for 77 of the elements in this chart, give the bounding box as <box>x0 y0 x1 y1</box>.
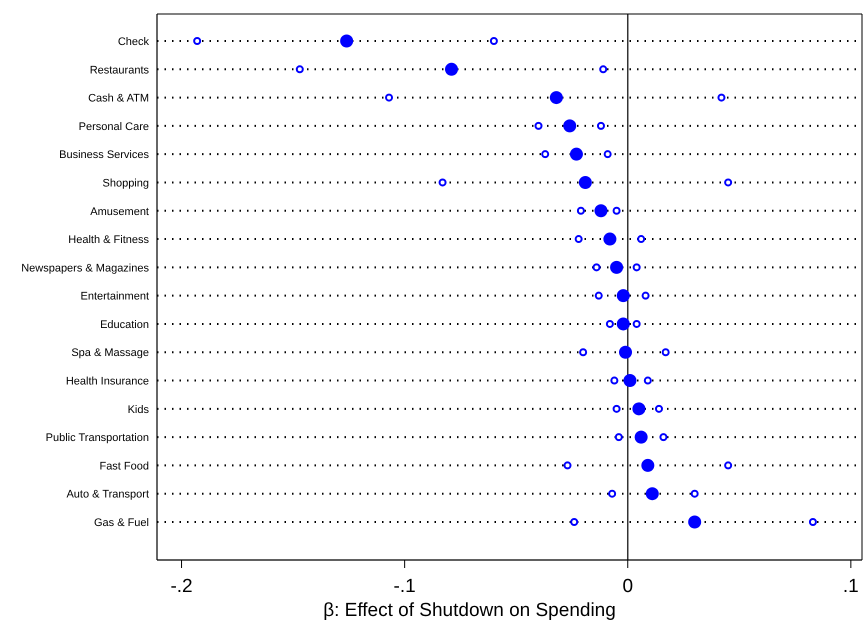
x-tick-label: -.1 <box>394 576 416 597</box>
point <box>724 461 732 470</box>
point <box>659 433 668 442</box>
point <box>608 490 616 498</box>
x-tick-label: -.2 <box>170 576 193 597</box>
point <box>646 487 659 500</box>
y-tick-label: Health & Fitness <box>68 234 150 246</box>
point <box>594 204 608 218</box>
y-tick-label: Amusement <box>90 206 149 218</box>
point <box>717 94 726 102</box>
x-tick-label: .1 <box>842 576 859 597</box>
point <box>623 374 636 388</box>
point <box>579 348 588 356</box>
point <box>632 402 646 416</box>
point <box>385 94 394 102</box>
point <box>570 518 578 526</box>
point <box>614 433 623 442</box>
point <box>574 235 583 244</box>
point <box>662 348 670 356</box>
point <box>340 34 354 48</box>
point <box>642 292 650 300</box>
point <box>654 404 663 413</box>
point <box>637 235 646 244</box>
y-tick-label: Entertainment <box>80 290 149 303</box>
point <box>644 376 652 385</box>
point <box>688 516 702 528</box>
point <box>596 122 605 130</box>
point <box>641 458 654 472</box>
y-tick-label: Gas & Fuel <box>94 517 149 529</box>
point <box>576 206 585 215</box>
point <box>550 91 563 104</box>
y-tick-label: Cash & ATM <box>88 92 149 105</box>
point <box>632 320 641 328</box>
y-tick-label: Education <box>100 318 149 331</box>
point <box>610 260 624 274</box>
point <box>541 150 550 158</box>
point <box>444 62 458 76</box>
point <box>619 346 632 359</box>
y-tick-label: Restaurants <box>90 64 150 76</box>
point <box>610 376 618 385</box>
point <box>594 292 603 300</box>
y-tick-label: Business Services <box>59 149 150 162</box>
point <box>599 65 608 74</box>
point <box>570 148 583 161</box>
point <box>632 263 641 272</box>
point <box>592 263 601 272</box>
y-tick-label: Check <box>118 36 150 48</box>
point <box>690 490 699 498</box>
y-tick-label: Shopping <box>102 177 149 190</box>
y-tick-label: Newspapers & Magazines <box>21 262 150 274</box>
x-axis-title: β: Effect of Shutdown on Spending <box>323 600 616 621</box>
point <box>563 119 576 132</box>
y-tick-label: Kids <box>128 404 150 416</box>
y-tick-label: Fast Food <box>99 460 149 472</box>
point <box>438 178 447 186</box>
point <box>612 404 621 413</box>
point <box>612 206 621 215</box>
point <box>606 320 614 328</box>
point <box>193 37 202 45</box>
point <box>490 37 498 45</box>
point <box>296 65 304 74</box>
y-tick-label: Auto & Transport <box>66 488 149 501</box>
point <box>616 289 630 302</box>
point <box>616 317 630 330</box>
point <box>724 178 732 186</box>
y-tick-label: Personal Care <box>78 120 149 133</box>
point <box>604 150 612 158</box>
y-tick-label: Public Transportation <box>46 432 149 444</box>
point <box>634 430 648 444</box>
x-tick-label: 0 <box>622 576 634 597</box>
point <box>578 176 592 189</box>
point <box>808 518 817 526</box>
point <box>564 461 572 470</box>
y-tick-label: Health Insurance <box>66 376 149 388</box>
point <box>534 122 543 130</box>
y-tick-label: Spa & Massage <box>71 347 149 360</box>
point <box>603 232 616 246</box>
